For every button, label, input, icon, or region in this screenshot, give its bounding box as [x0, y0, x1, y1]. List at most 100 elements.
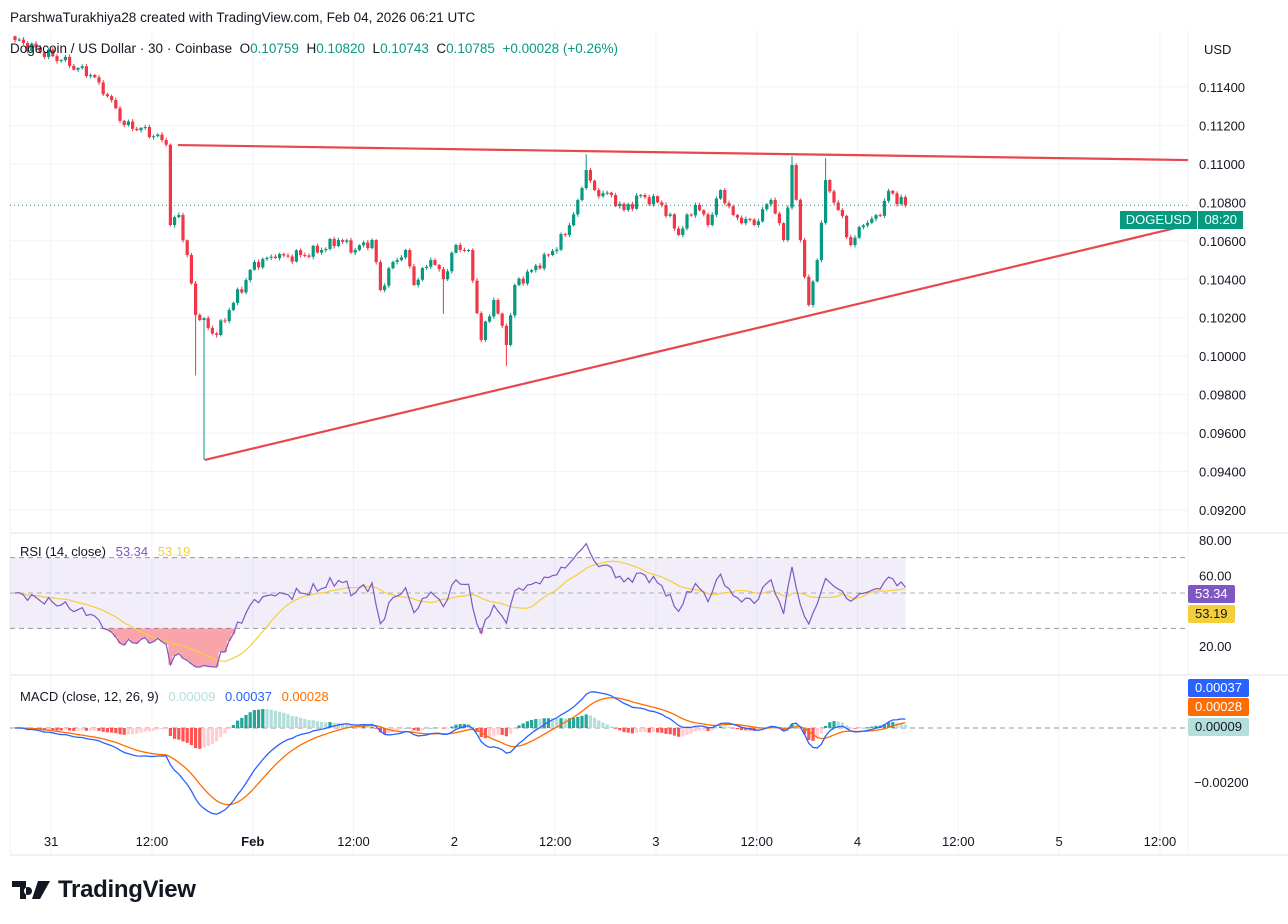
candle-body	[761, 209, 765, 222]
close-label: C	[436, 41, 447, 56]
macd-hist-bar	[257, 709, 261, 728]
close-value: 0.10785	[446, 41, 495, 56]
candle-body	[110, 96, 114, 101]
candle-body	[395, 260, 399, 262]
candle-body	[840, 210, 844, 216]
price-tick-label: 0.10400	[1199, 272, 1246, 287]
macd-hist-bar	[13, 728, 17, 729]
macd-hist-bar	[895, 723, 899, 728]
macd-hist-bar	[622, 728, 626, 733]
candle-body	[206, 318, 210, 328]
time-tick-label: 4	[854, 834, 861, 849]
macd-hist-bar	[685, 728, 689, 735]
candle-body	[328, 238, 332, 249]
macd-hist-bar	[59, 728, 63, 731]
rsi-legend[interactable]: RSI (14, close) 53.34 53.19	[20, 544, 196, 559]
trendlines[interactable]	[177, 143, 1189, 462]
candle-body	[509, 315, 513, 345]
candle-body	[97, 77, 101, 83]
macd-hist-bar	[299, 717, 303, 728]
candle-body	[479, 313, 483, 341]
price-tick-label: 0.09600	[1199, 426, 1246, 441]
macd-hist-bar	[504, 728, 508, 737]
candle-body	[580, 188, 584, 201]
macd-hist-bar	[395, 728, 399, 731]
macd-hist-bar	[525, 721, 529, 728]
candle-body	[773, 200, 777, 214]
candle-body	[194, 283, 198, 316]
time-tick-label: 12:00	[136, 834, 169, 849]
candle-body	[492, 300, 496, 317]
candle-body	[765, 204, 769, 210]
macd-hist-bar	[450, 726, 454, 728]
time-tick-label: 12:00	[942, 834, 975, 849]
macd-hist-bar	[496, 728, 500, 735]
candle-body	[534, 265, 538, 271]
candle-body	[593, 180, 597, 191]
macd-hist-bar	[538, 719, 542, 728]
candle-body	[609, 192, 613, 196]
macd-hist-bar	[719, 726, 723, 728]
credit-text: ParshwaTurakhiya28 created with TradingV…	[10, 10, 476, 25]
pane-frame	[9, 30, 1288, 856]
macd-hist-bar	[756, 728, 760, 731]
candle-body	[387, 268, 391, 286]
macd-hist-bar	[252, 710, 256, 728]
candle-body	[273, 256, 277, 259]
macd-hist-bar	[471, 726, 475, 728]
macd-hist-bar	[677, 728, 681, 737]
macd-hist-bar	[832, 721, 836, 728]
macd-hist-bar	[181, 728, 185, 742]
candle-body	[311, 245, 315, 257]
candle-body	[752, 219, 756, 226]
currency-button[interactable]: USD	[1196, 36, 1268, 64]
macd-hist-bar	[740, 728, 744, 731]
candle-body	[408, 250, 412, 267]
macd-hist-bar	[441, 728, 445, 729]
macd-hist-bar	[278, 711, 282, 728]
candle-body	[404, 250, 408, 258]
macd-hist-bar	[723, 726, 727, 728]
macd-hist-bar	[681, 728, 685, 737]
macd-hist-bar	[47, 728, 51, 730]
macd-hist-bar	[853, 728, 857, 729]
time-tick-label: 12:00	[539, 834, 572, 849]
candle-body	[345, 240, 349, 242]
price-tick-label: 0.11000	[1199, 157, 1245, 172]
macd-hist-bar	[189, 728, 193, 746]
candle-body	[21, 39, 25, 43]
macd-hist-bar	[567, 718, 571, 728]
candle-body	[488, 316, 492, 322]
macd-hist-bar	[227, 728, 231, 730]
macd-hist-bar	[521, 723, 525, 728]
macd-hist-bar	[383, 728, 387, 735]
candle-body	[870, 218, 874, 223]
macd-hist-bar	[689, 728, 693, 734]
macd-hist-bar	[819, 728, 823, 734]
macd-hist-bar	[530, 719, 534, 728]
price-tick-label: 0.11400	[1199, 80, 1245, 95]
macd-legend[interactable]: MACD (close, 12, 26, 9) 0.00009 0.00037 …	[20, 689, 335, 704]
macd-hist-bar	[63, 728, 67, 731]
candle-body	[462, 249, 466, 251]
tradingview-logo[interactable]: TradingView	[12, 876, 196, 904]
macd-hist-bar	[803, 728, 807, 735]
logo-text: TradingView	[58, 876, 196, 903]
candle-body	[546, 254, 550, 256]
candle-body	[496, 300, 500, 314]
candle-body	[647, 197, 651, 205]
candle-body	[878, 215, 882, 217]
candle-body	[740, 217, 744, 224]
price-tick-label: 0.11200	[1199, 118, 1245, 133]
macd-hist-bar	[286, 714, 290, 728]
candle-body	[521, 278, 525, 284]
candle-body	[786, 207, 790, 241]
candle-body	[332, 238, 336, 247]
last-price-badge: DOGEUSD 08:20	[1119, 211, 1243, 229]
macd-hist-bar	[849, 727, 853, 729]
candle-body	[483, 321, 487, 341]
rsi-oversold-fill	[101, 628, 484, 668]
symbol-legend[interactable]: Dogecoin / US Dollar · 30 · Coinbase O0.…	[10, 41, 618, 56]
macd-hist-bar	[635, 728, 639, 733]
